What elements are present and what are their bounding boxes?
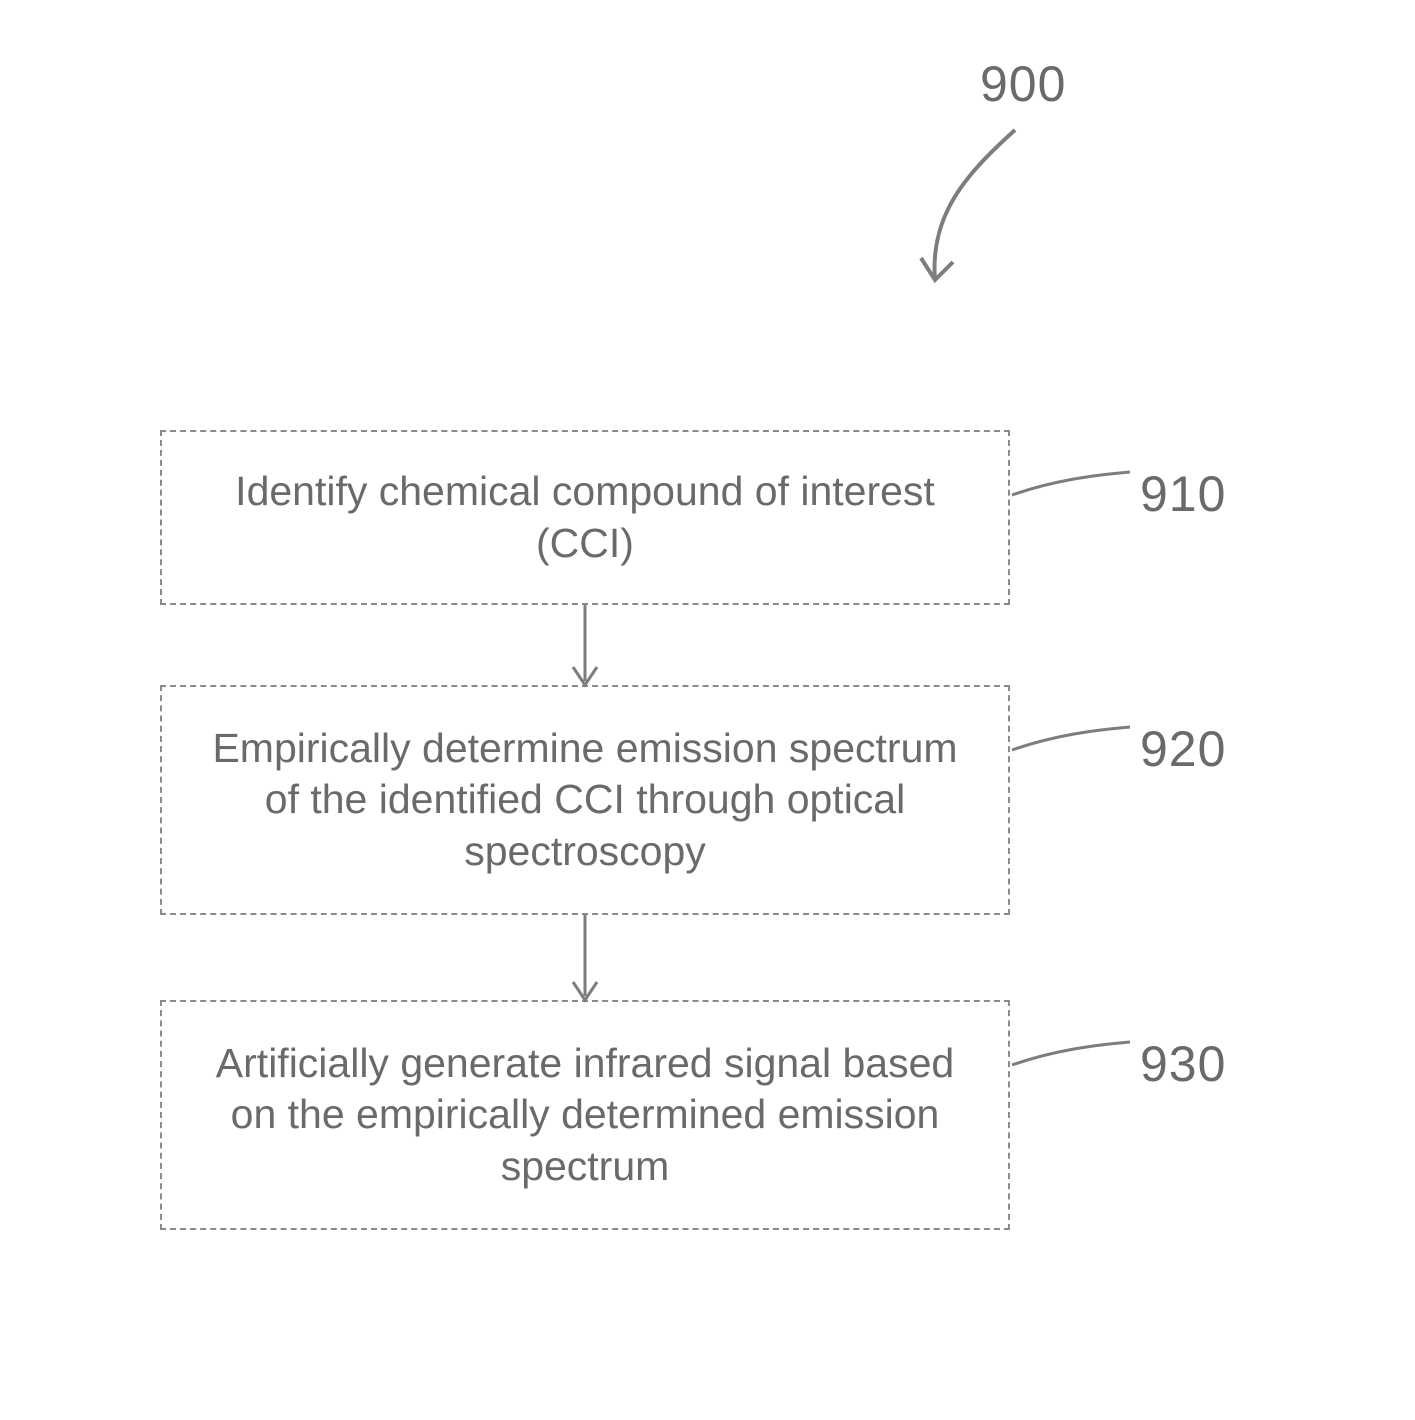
edge-920-930: [0, 0, 1415, 1420]
flowchart-container: 900 Identify chemical compound of intere…: [0, 0, 1415, 1420]
